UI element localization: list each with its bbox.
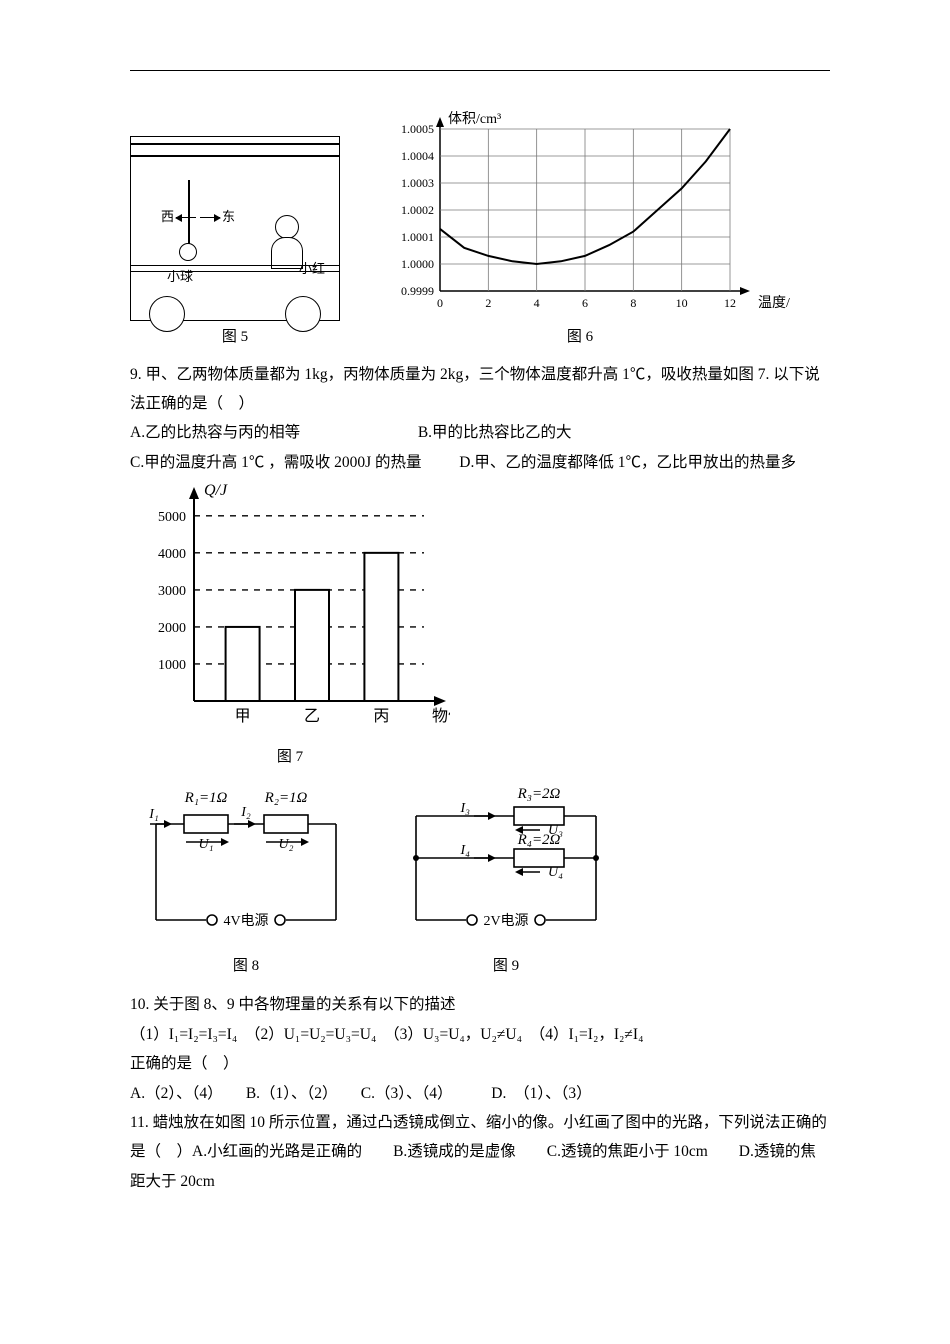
svg-text:1.0000: 1.0000 xyxy=(401,257,434,271)
fig5-label: 图 5 xyxy=(222,323,248,352)
svg-text:10: 10 xyxy=(676,296,688,310)
svg-text:I₁: I₁ xyxy=(148,807,159,822)
svg-text:12: 12 xyxy=(724,296,736,310)
svg-text:丙: 丙 xyxy=(373,708,389,725)
q9-stem: 9. 甲、乙两物体质量都为 1kg，丙物体质量为 2kg，三个物体温度都升高 1… xyxy=(130,360,830,419)
q10-opts: A.（2）、（4） B.（1）、（2） C.（3）、（4） D. （1）、（3） xyxy=(130,1079,830,1108)
svg-text:I₂: I₂ xyxy=(240,805,251,820)
q10-correct: 正确的是（ ） xyxy=(130,1049,830,1078)
svg-text:温度/℃: 温度/℃ xyxy=(758,295,790,311)
q11-text: 11. 蜡烛放在如图 10 所示位置，通过凸透镜成倒立、缩小的像。小红画了图中的… xyxy=(130,1108,830,1196)
q11: 11. 蜡烛放在如图 10 所示位置，通过凸透镜成倒立、缩小的像。小红画了图中的… xyxy=(130,1108,830,1196)
ball-icon xyxy=(179,243,197,261)
svg-text:I₄: I₄ xyxy=(459,843,470,858)
svg-text:1.0004: 1.0004 xyxy=(401,149,434,163)
q9-opts-cd: C.甲的温度升高 1℃ ，需吸收 2000J 的热量 D.甲、乙的温度都降低 1… xyxy=(130,448,830,477)
east-label: 东 xyxy=(222,205,235,230)
q9: 9. 甲、乙两物体质量都为 1kg，丙物体质量为 2kg，三个物体温度都升高 1… xyxy=(130,360,830,478)
svg-text:0.9999: 0.9999 xyxy=(401,284,434,298)
fig6: 体积/cm³ 0.9999 1.0000 1.0001 1.0002 1.0003 1.00… xyxy=(370,111,790,352)
q9-B: B.甲的比热容比乙的大 xyxy=(418,424,572,441)
fig8-circuit: 4V电源 R₁=1Ω R₂=1Ω I₁ I₂ U₁ U₂ xyxy=(136,780,356,950)
svg-text:5000: 5000 xyxy=(158,510,186,525)
fig5-drawing: 西 东 小球 小红 xyxy=(130,136,340,321)
svg-text:1.0001: 1.0001 xyxy=(401,230,434,244)
svg-text:物体: 物体 xyxy=(432,707,450,725)
svg-text:R₂=1Ω: R₂=1Ω xyxy=(264,790,308,806)
svg-text:体积/cm³: 体积/cm³ xyxy=(448,111,501,127)
q10-desc: （1）I₁=I₂=I₃=I₄ （2）U₁=U₂=U₃=U₄ （3）U₃=U₄，U… xyxy=(130,1020,830,1049)
q9-A: A.乙的比热容与丙的相等 xyxy=(130,424,300,441)
fig7-label: 图 7 xyxy=(130,743,450,772)
svg-text:U₃: U₃ xyxy=(548,823,563,838)
q9-D: D.甲、乙的温度都降低 1℃，乙比甲放出的热量多 xyxy=(459,454,796,471)
fig8: 4V电源 R₁=1Ω R₂=1Ω I₁ I₂ U₁ U₂ 图 8 xyxy=(136,780,356,981)
west-label: 西 xyxy=(161,205,174,230)
figs-5-6-row: 西 东 小球 小红 图 5 体积/cm³0.99991.00001. xyxy=(130,111,830,352)
svg-text:U₂: U₂ xyxy=(279,837,294,852)
fig9: 2V电源R₃=2ΩR₄=2ΩI₃I₄U₃U₄ 图 9 xyxy=(396,780,616,981)
q10: 10. 关于图 8、9 中各物理量的关系有以下的描述 （1）I₁=I₂=I₃=I… xyxy=(130,990,830,1108)
svg-text:1000: 1000 xyxy=(158,658,186,673)
svg-text:0: 0 xyxy=(437,296,443,310)
top-rule xyxy=(130,70,830,71)
svg-text:R₁=1Ω: R₁=1Ω xyxy=(184,790,228,806)
svg-text:U₄: U₄ xyxy=(548,865,563,880)
svg-text:1.0005: 1.0005 xyxy=(401,122,434,136)
fig5: 西 东 小球 小红 图 5 xyxy=(130,136,340,352)
fig6-label: 图 6 xyxy=(567,323,593,352)
svg-text:3000: 3000 xyxy=(158,584,186,599)
svg-text:乙: 乙 xyxy=(304,708,320,725)
svg-text:甲: 甲 xyxy=(235,708,251,725)
fig9-circuit: 2V电源R₃=2ΩR₄=2ΩI₃I₄U₃U₄ xyxy=(396,780,616,950)
svg-text:6: 6 xyxy=(582,296,588,310)
q9-opts-ab: A.乙的比热容与丙的相等 B.甲的比热容比乙的大 xyxy=(130,418,830,447)
svg-text:2V电源: 2V电源 xyxy=(483,913,528,929)
q10-stem: 10. 关于图 8、9 中各物理量的关系有以下的描述 xyxy=(130,990,830,1019)
svg-text:Q/J: Q/J xyxy=(204,482,228,499)
svg-text:R₃=2Ω: R₃=2Ω xyxy=(517,786,561,802)
fig7-chart: Q/J 物体 1000 2000 3000 4000 5000 甲 乙 丙 xyxy=(130,481,450,741)
svg-text:2: 2 xyxy=(485,296,491,310)
fig7: Q/J 物体 1000 2000 3000 4000 5000 甲 乙 丙 图 7 xyxy=(130,477,830,772)
svg-text:1.0002: 1.0002 xyxy=(401,203,434,217)
svg-text:4V电源: 4V电源 xyxy=(223,913,268,929)
svg-text:1.0003: 1.0003 xyxy=(401,176,434,190)
fig9-label: 图 9 xyxy=(493,952,519,981)
svg-text:8: 8 xyxy=(630,296,636,310)
fig6-chart: 体积/cm³ 0.9999 1.0000 1.0001 1.0002 1.0003 1.00… xyxy=(370,111,790,321)
svg-text:I₃: I₃ xyxy=(459,801,470,816)
fig8-label: 图 8 xyxy=(233,952,259,981)
svg-text:2000: 2000 xyxy=(158,621,186,636)
figs-8-9-row: 4V电源R₁=1ΩR₂=1ΩI₁I₂U₁U₂ 图 8 2V电源R₃=2ΩR₄=2… xyxy=(136,780,830,981)
svg-text:4: 4 xyxy=(534,296,540,310)
q9-C: C.甲的温度升高 1℃ ，需吸收 2000J 的热量 xyxy=(130,454,422,471)
compass: 西 东 xyxy=(161,205,235,230)
svg-text:4000: 4000 xyxy=(158,547,186,562)
svg-text:U₁: U₁ xyxy=(199,837,214,852)
